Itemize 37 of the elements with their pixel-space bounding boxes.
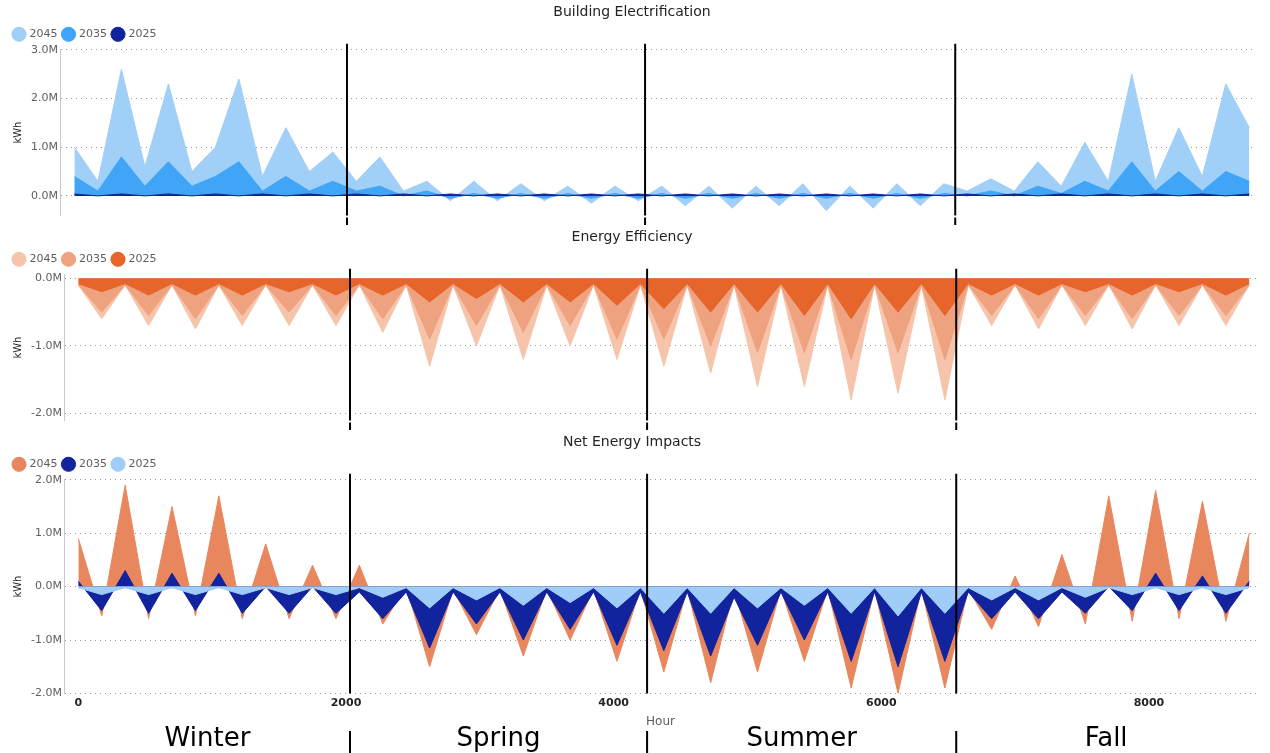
x-tick-label: 4000 [598,695,630,709]
y-tick-label: 0.0M [31,188,58,202]
text: Fall [1084,721,1128,752]
y-tick-label: 2.0M [34,472,62,486]
y-tick-label: 1.0M [31,140,58,154]
text: Spring [456,721,541,752]
y-axis-title: kWh [11,121,23,144]
legend-label: 2025 [128,252,157,266]
legend-label: 2035 [78,252,107,266]
y-axis-title: kWh [11,336,23,359]
text: Winter [164,721,251,752]
legend-label: 2045 [29,27,58,41]
chart-title: Building Electrification [553,3,711,20]
y-tick-label: 2.0M [31,91,58,105]
legend-label: 2025 [128,457,157,471]
y-tick-label: 3.0M [31,42,58,56]
y-tick-label: 1.0M [34,526,62,540]
chart-title: Net Energy Impacts [562,433,702,450]
legend-label: 2035 [78,27,107,41]
legend-label: 2045 [29,457,58,471]
chart-title: Energy Efficiency [571,228,693,245]
x-tick-label: 2000 [330,695,362,709]
y-tick-label: 0.0M [34,271,62,285]
x-tick-label: 6000 [865,695,897,709]
legend-label: 2045 [29,252,58,266]
y-axis-title: kWh [11,575,23,598]
legend-label: 2035 [78,457,107,471]
x-axis-title: Hour [646,713,675,728]
y-tick-label: -2.0M [30,406,62,420]
text: Summer [746,721,858,752]
y-tick-label: -1.0M [30,338,62,352]
x-tick-label: 0 [74,695,83,709]
y-tick-label: -1.0M [30,632,62,646]
y-tick-label: -2.0M [30,686,62,700]
legend-label: 2025 [128,27,157,41]
x-tick-label: 8000 [1133,695,1165,709]
y-tick-label: 0.0M [34,579,62,593]
